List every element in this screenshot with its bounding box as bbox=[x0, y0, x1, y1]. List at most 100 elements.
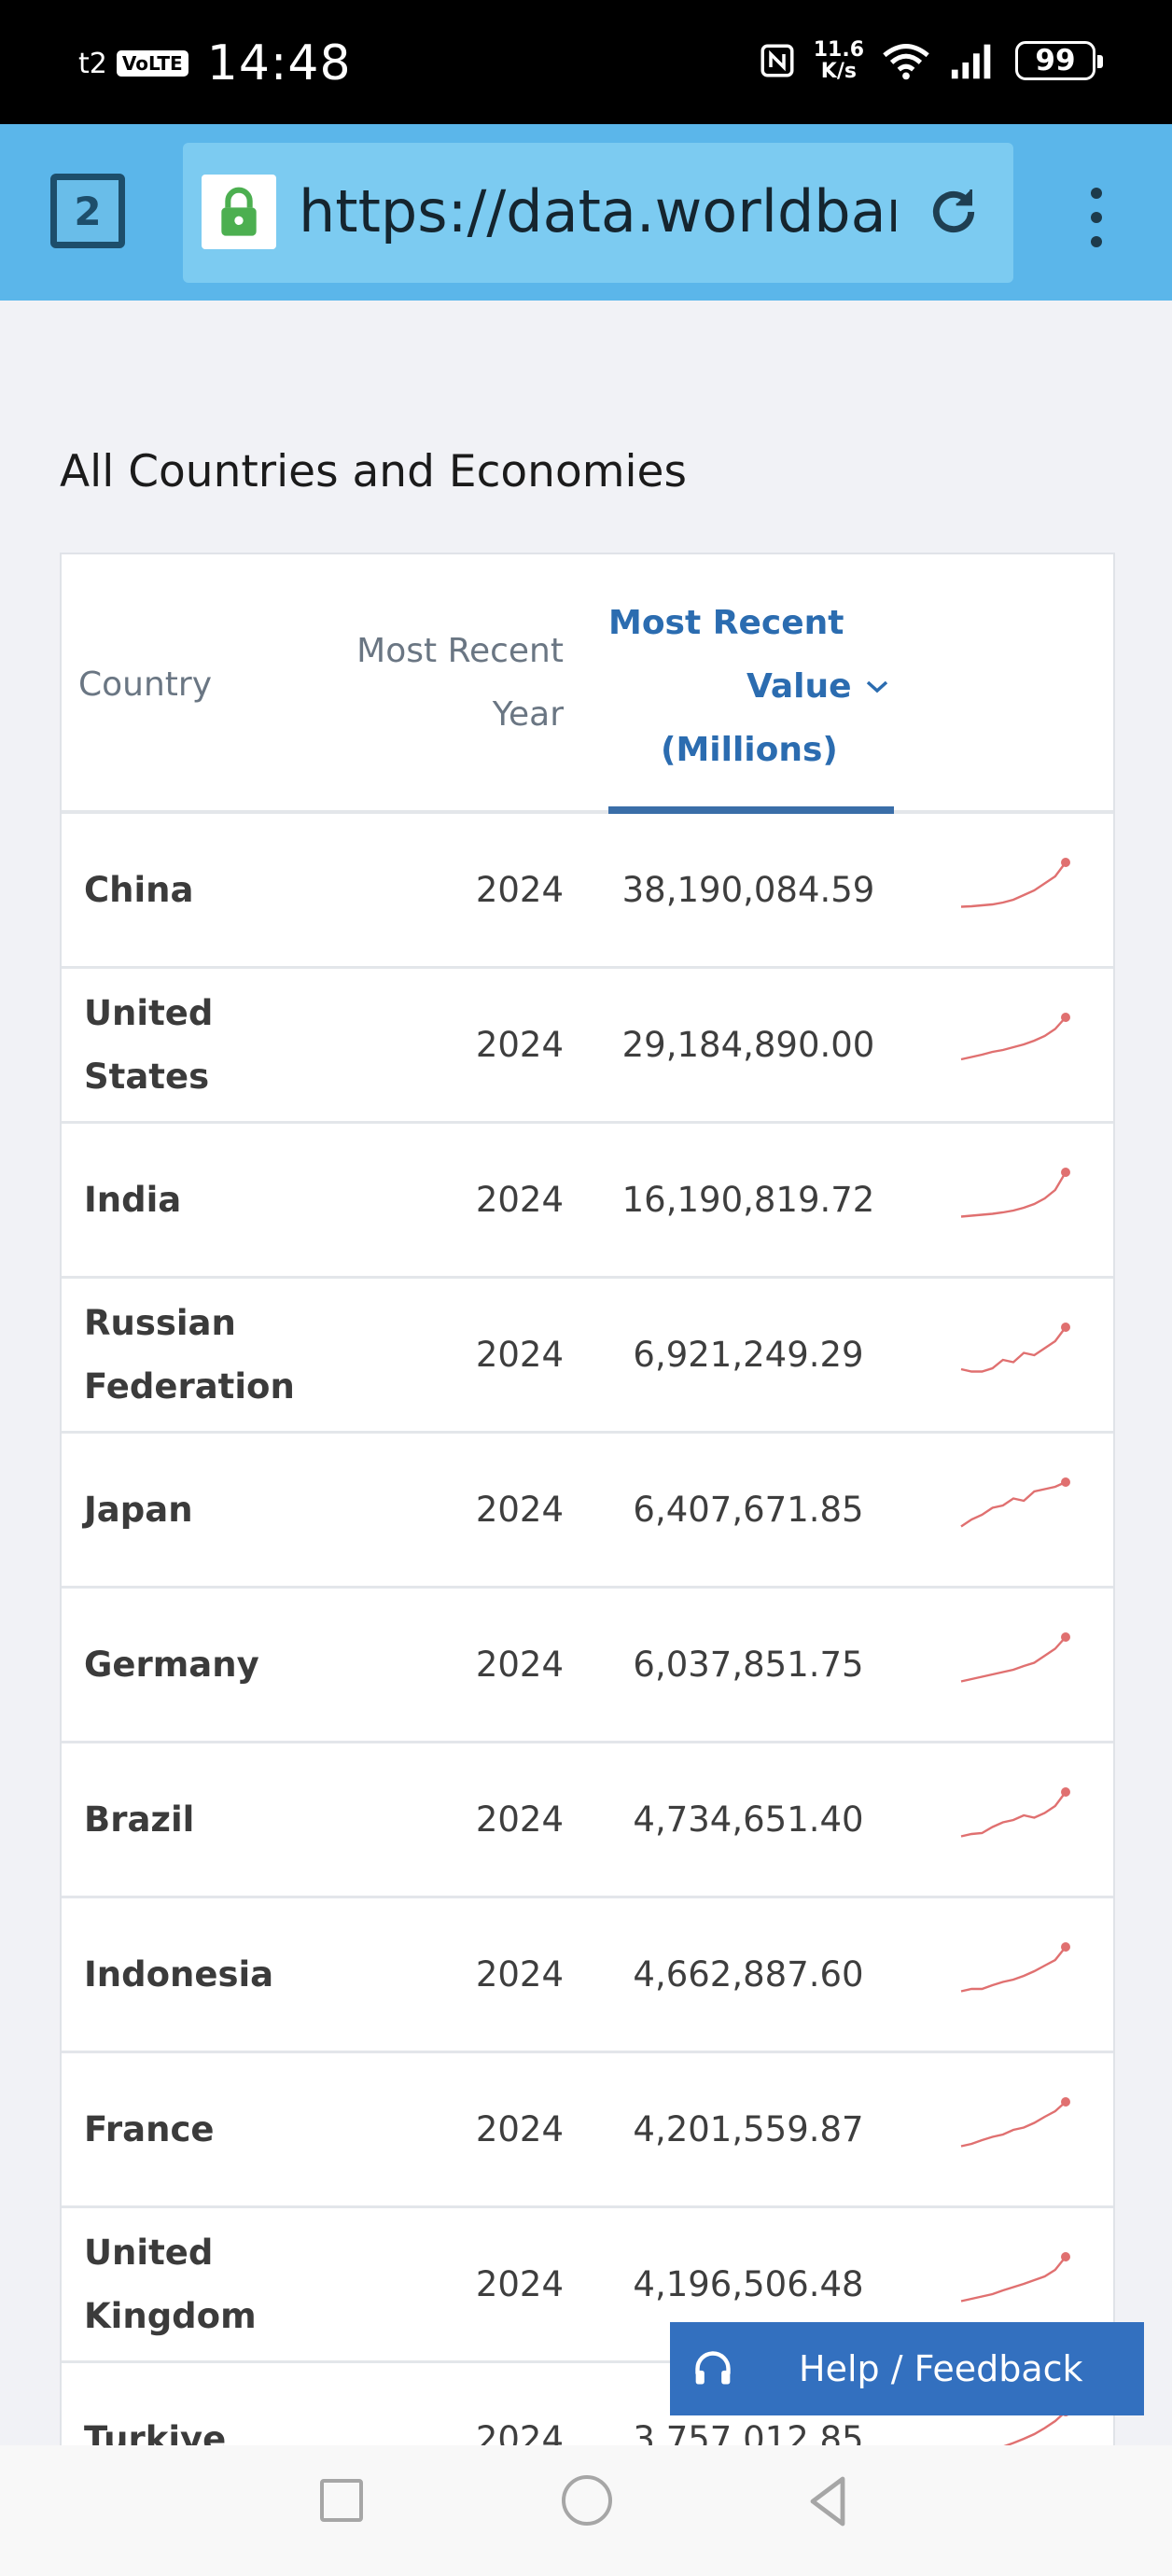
headset-icon bbox=[695, 2351, 731, 2385]
more-vert-icon[interactable] bbox=[1073, 180, 1120, 255]
country-name[interactable]: Russian Federation bbox=[84, 1302, 295, 1407]
help-feedback-button[interactable]: Help / Feedback bbox=[670, 2322, 1144, 2415]
trend-sparkline bbox=[960, 1477, 1070, 1528]
sparkline-latest-point bbox=[1061, 2097, 1070, 2107]
address-bar[interactable]: https://data.worldbank.org bbox=[183, 143, 1013, 283]
sparkline-latest-point bbox=[1061, 1787, 1070, 1797]
country-name[interactable]: United States bbox=[84, 992, 214, 1097]
table-row[interactable]: Russian Federation 2024 6,921,249.29 bbox=[62, 1279, 1113, 1434]
sparkline-latest-point bbox=[1061, 1942, 1070, 1952]
table-row[interactable]: France 2024 4,201,559.87 bbox=[62, 2053, 1113, 2208]
country-name[interactable]: China bbox=[84, 869, 194, 910]
most-recent-year: 2024 bbox=[475, 1025, 564, 1065]
trend-sparkline bbox=[960, 1013, 1070, 1061]
column-header-year[interactable]: Most Recent Year bbox=[304, 620, 564, 747]
most-recent-year: 2024 bbox=[475, 870, 564, 910]
country-name[interactable]: India bbox=[84, 1179, 182, 1220]
clock: 14:48 bbox=[206, 35, 352, 91]
net-speed-value: 11.6 bbox=[813, 38, 864, 62]
signal-icon bbox=[951, 44, 991, 79]
sparkline-latest-point bbox=[1061, 1477, 1070, 1487]
table-row[interactable]: United Kingdom 2024 4,196,506.48 bbox=[62, 2208, 1113, 2363]
column-header-country[interactable]: Country bbox=[78, 665, 213, 704]
sparkline-line bbox=[960, 861, 1067, 908]
home-icon[interactable] bbox=[562, 2475, 612, 2526]
most-recent-value: 6,407,671.85 bbox=[633, 1490, 864, 1530]
sparkline-line bbox=[960, 2256, 1067, 2303]
chevron-down-icon[interactable] bbox=[865, 679, 889, 695]
most-recent-year: 2024 bbox=[475, 1180, 564, 1220]
most-recent-value: 38,190,084.59 bbox=[621, 870, 875, 910]
sparkline-latest-point bbox=[1061, 1323, 1070, 1332]
sparkline-latest-point bbox=[1061, 1013, 1070, 1022]
table-row[interactable]: China 2024 38,190,084.59 bbox=[62, 814, 1113, 969]
most-recent-value: 4,196,506.48 bbox=[633, 2264, 864, 2304]
table-row[interactable]: Japan 2024 6,407,671.85 bbox=[62, 1434, 1113, 1589]
sparkline-line bbox=[960, 1016, 1067, 1061]
browser-toolbar: 2 https://data.worldbank.org bbox=[0, 124, 1172, 301]
status-right: 11.6 K/s 99 bbox=[758, 39, 1103, 82]
country-name[interactable]: France bbox=[84, 2108, 215, 2149]
most-recent-year: 2024 bbox=[475, 1490, 564, 1530]
sparkline-line bbox=[960, 2101, 1067, 2148]
trend-sparkline bbox=[960, 858, 1070, 908]
sparkline-line bbox=[960, 1326, 1067, 1373]
most-recent-year: 2024 bbox=[475, 1645, 564, 1685]
sparkline-latest-point bbox=[1061, 1168, 1070, 1177]
sort-indicator bbox=[608, 806, 894, 814]
most-recent-year: 2024 bbox=[475, 1335, 564, 1375]
tab-switcher-button[interactable]: 2 bbox=[50, 174, 125, 248]
most-recent-value: 29,184,890.00 bbox=[621, 1025, 875, 1065]
sparkline-line bbox=[960, 1791, 1067, 1838]
most-recent-value: 6,921,249.29 bbox=[633, 1335, 864, 1375]
most-recent-year: 2024 bbox=[475, 1954, 564, 1995]
most-recent-value: 6,037,851.75 bbox=[633, 1645, 864, 1685]
country-name[interactable]: Germany bbox=[84, 1644, 259, 1685]
column-header-year-line2: Year bbox=[492, 695, 564, 734]
sparkline-line bbox=[960, 1636, 1067, 1683]
back-icon[interactable] bbox=[804, 2475, 851, 2527]
most-recent-value: 4,662,887.60 bbox=[633, 1954, 864, 1995]
column-header-value-line2-wrap: Value bbox=[746, 655, 889, 719]
trend-sparkline bbox=[960, 1168, 1070, 1218]
lock-icon[interactable] bbox=[202, 175, 276, 249]
reload-icon[interactable] bbox=[916, 175, 991, 249]
column-header-year-line1: Most Recent bbox=[356, 632, 564, 670]
help-feedback-label: Help / Feedback bbox=[799, 2348, 1083, 2389]
status-left: t2 VoLTE 14:48 bbox=[78, 35, 352, 91]
trend-sparkline bbox=[960, 1632, 1070, 1683]
table-row[interactable]: United States 2024 29,184,890.00 bbox=[62, 969, 1113, 1124]
most-recent-year: 2024 bbox=[475, 1799, 564, 1840]
table-row[interactable]: India 2024 16,190,819.72 bbox=[62, 1124, 1113, 1279]
sparkline-line bbox=[960, 1171, 1067, 1218]
battery-icon: 99 bbox=[1015, 41, 1103, 80]
net-speed: 11.6 K/s bbox=[814, 39, 864, 82]
page-title: All Countries and Economies bbox=[60, 446, 687, 497]
country-name[interactable]: Japan bbox=[84, 1489, 193, 1530]
trend-sparkline bbox=[960, 2252, 1070, 2303]
country-name[interactable]: Brazil bbox=[84, 1799, 195, 1840]
trend-sparkline bbox=[960, 1942, 1070, 1993]
table-row[interactable]: Indonesia 2024 4,662,887.60 bbox=[62, 1898, 1113, 2053]
trend-sparkline bbox=[960, 1787, 1070, 1838]
sparkline-line bbox=[960, 1480, 1067, 1528]
table-body: China 2024 38,190,084.59 United States 2024 2… bbox=[62, 814, 1113, 2518]
most-recent-value: 4,201,559.87 bbox=[633, 2109, 864, 2149]
url-text[interactable]: https://data.worldbank.org bbox=[299, 177, 896, 245]
carrier-label: t2 bbox=[78, 47, 107, 80]
column-header-value-line2: Value bbox=[746, 667, 852, 706]
sparkline-latest-point bbox=[1061, 858, 1070, 867]
table-row[interactable]: Germany 2024 6,037,851.75 bbox=[62, 1589, 1113, 1743]
system-nav-bar bbox=[0, 2445, 1172, 2576]
table-row[interactable]: Brazil 2024 4,734,651.40 bbox=[62, 1743, 1113, 1898]
trend-sparkline bbox=[960, 1323, 1070, 1373]
sparkline-latest-point bbox=[1061, 1632, 1070, 1642]
recent-apps-icon[interactable] bbox=[320, 2479, 363, 2522]
column-header-value-line3: (Millions) bbox=[661, 731, 838, 769]
net-speed-unit: K/s bbox=[820, 60, 857, 83]
table-header: Country Most Recent Year Most Recent Val… bbox=[62, 554, 1113, 814]
country-name[interactable]: United Kingdom bbox=[84, 2232, 257, 2336]
status-bar: t2 VoLTE 14:48 11.6 K/s 99 bbox=[0, 0, 1172, 124]
most-recent-year: 2024 bbox=[475, 2109, 564, 2149]
country-name[interactable]: Indonesia bbox=[84, 1953, 274, 1995]
